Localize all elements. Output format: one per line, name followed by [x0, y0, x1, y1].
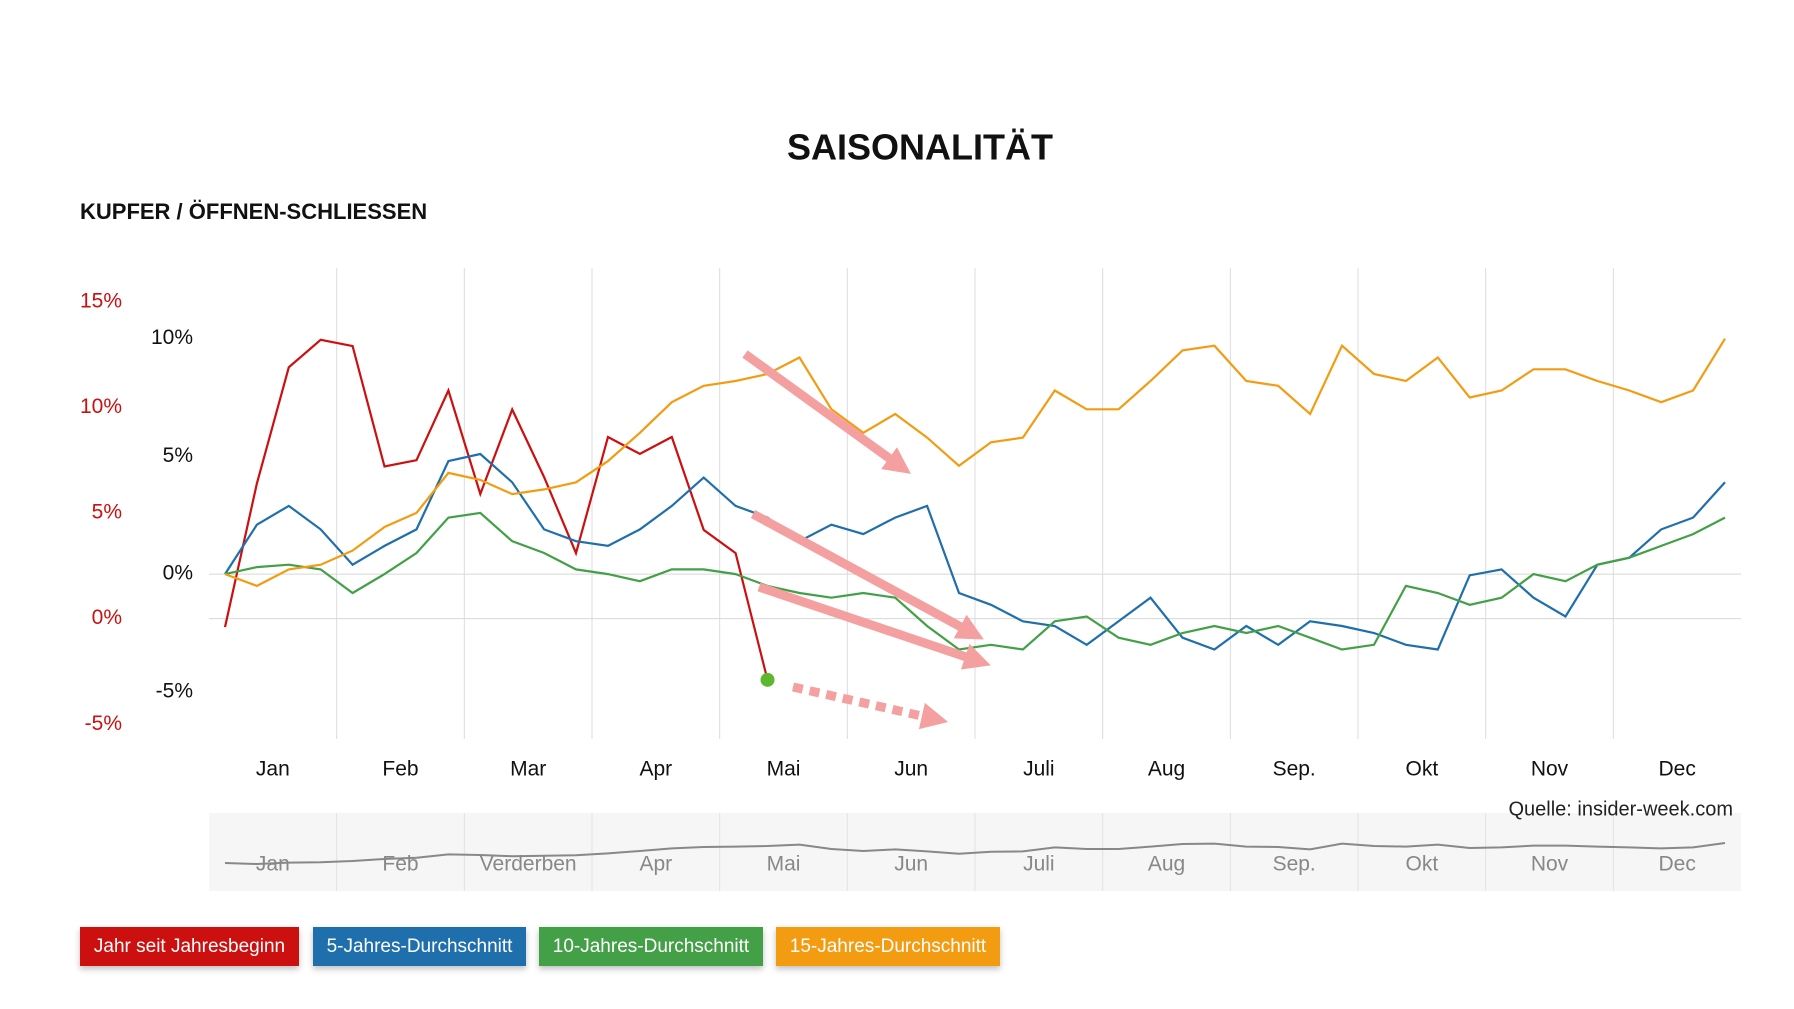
- y-tick-label: 10%: [80, 395, 122, 418]
- x-tick-label: Jan: [256, 758, 290, 781]
- x-tick-label: Sep.: [1273, 758, 1316, 781]
- navigator-label: Jun: [894, 853, 928, 876]
- y2-tick-label: 0%: [163, 562, 193, 585]
- y2-tick-label: 10%: [151, 326, 193, 349]
- legend-button[interactable]: 10-Jahres-Durchschnitt: [539, 927, 763, 966]
- y-tick-label: -5%: [85, 712, 122, 735]
- x-tick-label: Apr: [639, 758, 672, 781]
- annotation-arrows: [742, 350, 991, 730]
- navigator-label: Dec: [1658, 853, 1695, 876]
- arrow: [792, 682, 949, 730]
- chart: SAISONALITÄT KUPFER / ÖFFNEN-SCHLIESSEN …: [80, 127, 1741, 891]
- arrow: [750, 510, 984, 640]
- source: Quelle: insider-week.com: [1508, 798, 1733, 820]
- navigator-label: Juli: [1023, 853, 1055, 876]
- y2-tick-label: -5%: [156, 679, 193, 702]
- series-line: [224, 338, 1726, 588]
- navigator-label: Feb: [382, 853, 418, 876]
- x-tick-label: Mar: [510, 758, 546, 781]
- navigator-label: Okt: [1405, 853, 1438, 876]
- arrow: [757, 582, 991, 670]
- chart-subtitle: KUPFER / ÖFFNEN-SCHLIESSEN: [80, 199, 427, 224]
- x-tick-label: Jun: [894, 758, 928, 781]
- x-tick-label: Mai: [767, 758, 801, 781]
- x-tick-label: Juli: [1023, 758, 1055, 781]
- series-line: [224, 452, 1726, 651]
- x-tick-label: Aug: [1148, 758, 1185, 781]
- chart-title: SAISONALITÄT: [787, 127, 1053, 168]
- navigator-label: Sep.: [1273, 853, 1316, 876]
- y-tick-label: 0%: [92, 606, 122, 629]
- y-tick-label: 15%: [80, 289, 122, 312]
- last-point: [760, 672, 775, 687]
- legend-button[interactable]: 5-Jahres-Durchschnitt: [313, 927, 526, 966]
- navigator-label: Mai: [767, 853, 801, 876]
- arrow: [742, 350, 911, 474]
- navigator-label: Apr: [639, 853, 672, 876]
- navigator-label: Nov: [1531, 853, 1569, 876]
- x-tick-label: Okt: [1405, 758, 1438, 781]
- series-line: [223, 338, 769, 681]
- legend-button[interactable]: Jahr seit Jahresbeginn: [80, 927, 299, 966]
- x-tick-label: Feb: [382, 758, 418, 781]
- navigator-label: Verderben: [480, 853, 577, 876]
- navigator-label: Aug: [1148, 853, 1185, 876]
- legend-button[interactable]: 15-Jahres-Durchschnitt: [776, 927, 1000, 966]
- y-tick-label: 5%: [92, 501, 122, 524]
- x-tick-label: Dec: [1658, 758, 1695, 781]
- navigator-line: [224, 842, 1726, 866]
- y2-tick-label: 5%: [163, 444, 193, 467]
- x-tick-label: Nov: [1531, 758, 1569, 781]
